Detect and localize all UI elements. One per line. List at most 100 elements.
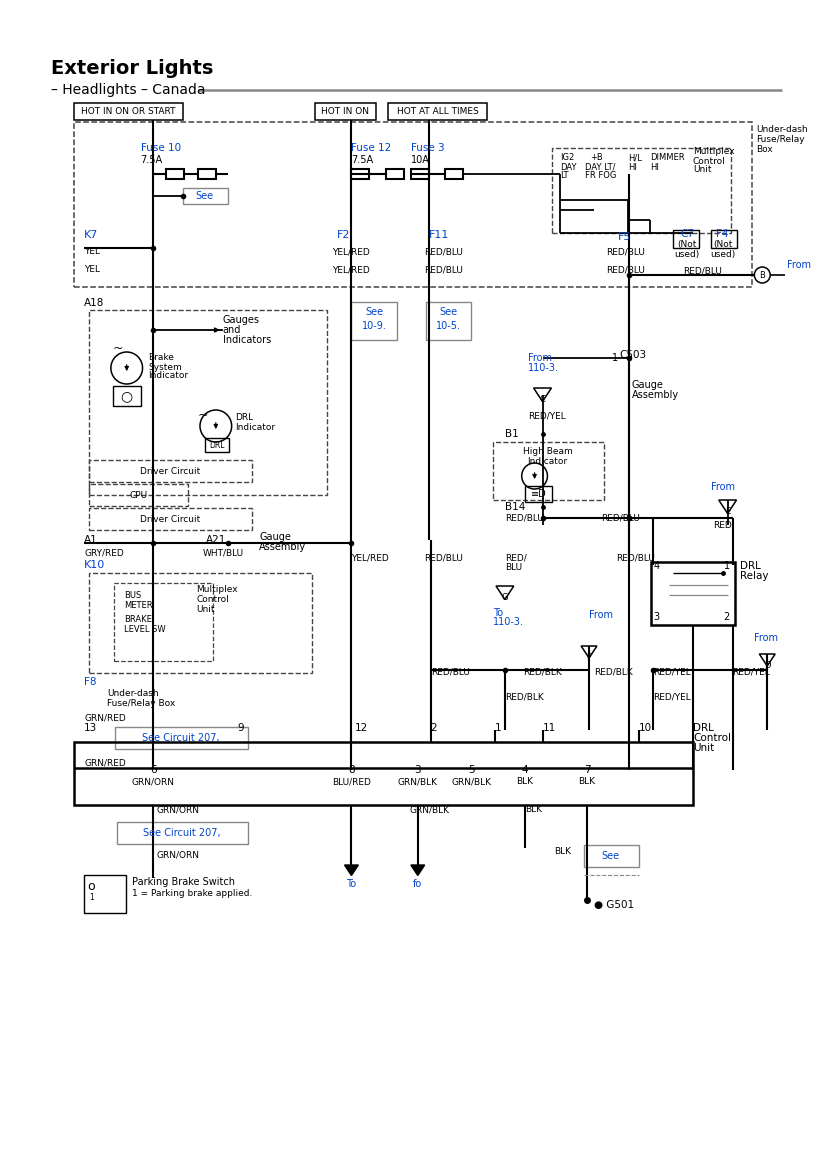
Text: RED/BLU: RED/BLU: [605, 248, 644, 256]
Text: F11: F11: [428, 229, 449, 240]
Text: HI: HI: [627, 162, 636, 172]
Text: Fuse 3: Fuse 3: [410, 143, 444, 153]
Text: Unit: Unit: [692, 743, 713, 753]
Text: 3: 3: [653, 612, 658, 622]
Text: 6: 6: [150, 765, 156, 775]
Text: RED/YEL: RED/YEL: [527, 411, 565, 421]
Text: RED/BLU: RED/BLU: [423, 248, 462, 256]
Text: G: G: [501, 592, 508, 602]
Text: Unit: Unit: [692, 166, 711, 175]
Text: GRN/RED: GRN/RED: [84, 714, 126, 722]
Bar: [114, 583, 213, 661]
Text: RED/: RED/: [505, 554, 526, 562]
Bar: [672, 229, 698, 248]
Text: RED/BLU: RED/BLU: [682, 267, 721, 276]
Text: Control: Control: [692, 156, 725, 166]
Text: Indicator: Indicator: [148, 372, 188, 380]
Text: YEL/RED: YEL/RED: [351, 554, 389, 562]
Text: F: F: [586, 653, 590, 662]
Bar: [650, 562, 734, 625]
Text: IG2: IG2: [559, 153, 574, 162]
Text: ● G501: ● G501: [593, 901, 633, 910]
Bar: [75, 742, 692, 806]
Text: To: To: [492, 608, 503, 618]
Text: 9: 9: [238, 723, 244, 732]
Text: F5: F5: [617, 232, 631, 242]
Text: Control: Control: [196, 596, 229, 605]
Text: YEL/RED: YEL/RED: [331, 248, 369, 256]
Text: A21: A21: [206, 535, 226, 545]
Bar: [197, 169, 215, 178]
Text: C: C: [539, 394, 545, 403]
Bar: [386, 169, 404, 178]
Text: GRY/RED: GRY/RED: [84, 548, 124, 557]
Text: See: See: [439, 307, 457, 318]
Text: E: E: [724, 506, 730, 516]
Text: o: o: [87, 881, 95, 894]
Text: 13: 13: [84, 723, 97, 732]
Text: HI: HI: [649, 162, 658, 172]
Text: 10A: 10A: [410, 155, 429, 165]
Text: 5: 5: [468, 765, 474, 775]
Text: (Not: (Not: [713, 241, 731, 249]
Text: 7: 7: [583, 765, 590, 775]
Text: +B: +B: [590, 153, 602, 162]
Bar: [410, 169, 428, 178]
Text: METER: METER: [124, 600, 152, 610]
Text: Unit: Unit: [196, 605, 215, 613]
Text: A1: A1: [84, 535, 97, 545]
Text: BLU/RED: BLU/RED: [332, 778, 370, 787]
Text: F2: F2: [336, 229, 350, 240]
Text: 11: 11: [542, 723, 555, 732]
Text: DAY LT/: DAY LT/: [585, 162, 615, 172]
Bar: [89, 484, 188, 506]
Text: CPU: CPU: [129, 490, 147, 500]
Bar: [75, 103, 183, 121]
Text: ○: ○: [120, 389, 133, 403]
Text: B: B: [758, 270, 764, 279]
Polygon shape: [344, 865, 358, 875]
Text: FR FOG: FR FOG: [585, 170, 616, 180]
Text: 3: 3: [414, 765, 421, 775]
Bar: [166, 169, 184, 178]
Text: – Headlights – Canada: – Headlights – Canada: [52, 83, 206, 97]
Text: Exterior Lights: Exterior Lights: [52, 58, 214, 78]
Text: DRL: DRL: [209, 440, 224, 450]
Text: RED/BLK: RED/BLK: [505, 692, 543, 701]
Text: used): used): [709, 249, 735, 258]
Text: Driver Circuit: Driver Circuit: [140, 515, 200, 524]
Text: RED/YEL: RED/YEL: [731, 668, 769, 677]
Bar: [351, 302, 396, 340]
Text: DRL: DRL: [740, 561, 761, 571]
Text: ~: ~: [113, 342, 123, 355]
Text: 1 = Parking brake applied.: 1 = Parking brake applied.: [132, 889, 251, 897]
Text: See: See: [196, 191, 214, 201]
Text: Gauges: Gauges: [223, 315, 260, 325]
Text: DRL: DRL: [235, 414, 253, 423]
Text: RED/BLU: RED/BLU: [423, 265, 462, 275]
Text: 1: 1: [611, 353, 617, 363]
Text: RED/BLU: RED/BLU: [430, 668, 469, 677]
Text: ≡D: ≡D: [530, 489, 545, 500]
Text: Multiplex: Multiplex: [196, 585, 238, 595]
Text: F8: F8: [84, 677, 97, 687]
Text: See Circuit 207,: See Circuit 207,: [143, 828, 220, 838]
Bar: [75, 122, 752, 287]
Bar: [524, 486, 552, 502]
Text: BLK: BLK: [524, 806, 541, 815]
Text: RED/BLU: RED/BLU: [600, 513, 639, 523]
Text: BLU: BLU: [505, 562, 522, 571]
Bar: [445, 169, 463, 178]
Text: BRAKE: BRAKE: [124, 615, 152, 625]
Bar: [710, 229, 735, 248]
Text: From: From: [753, 633, 777, 643]
Text: Fuse/Relay: Fuse/Relay: [755, 136, 804, 145]
Text: HOT IN ON OR START: HOT IN ON OR START: [81, 107, 176, 116]
Text: WHT/BLU: WHT/BLU: [202, 548, 244, 557]
Text: 10-5.: 10-5.: [436, 321, 460, 331]
Bar: [116, 822, 248, 844]
Bar: [183, 188, 228, 204]
Text: See: See: [601, 851, 619, 861]
Text: BLK: BLK: [578, 778, 595, 787]
Text: Gauge: Gauge: [631, 380, 663, 389]
